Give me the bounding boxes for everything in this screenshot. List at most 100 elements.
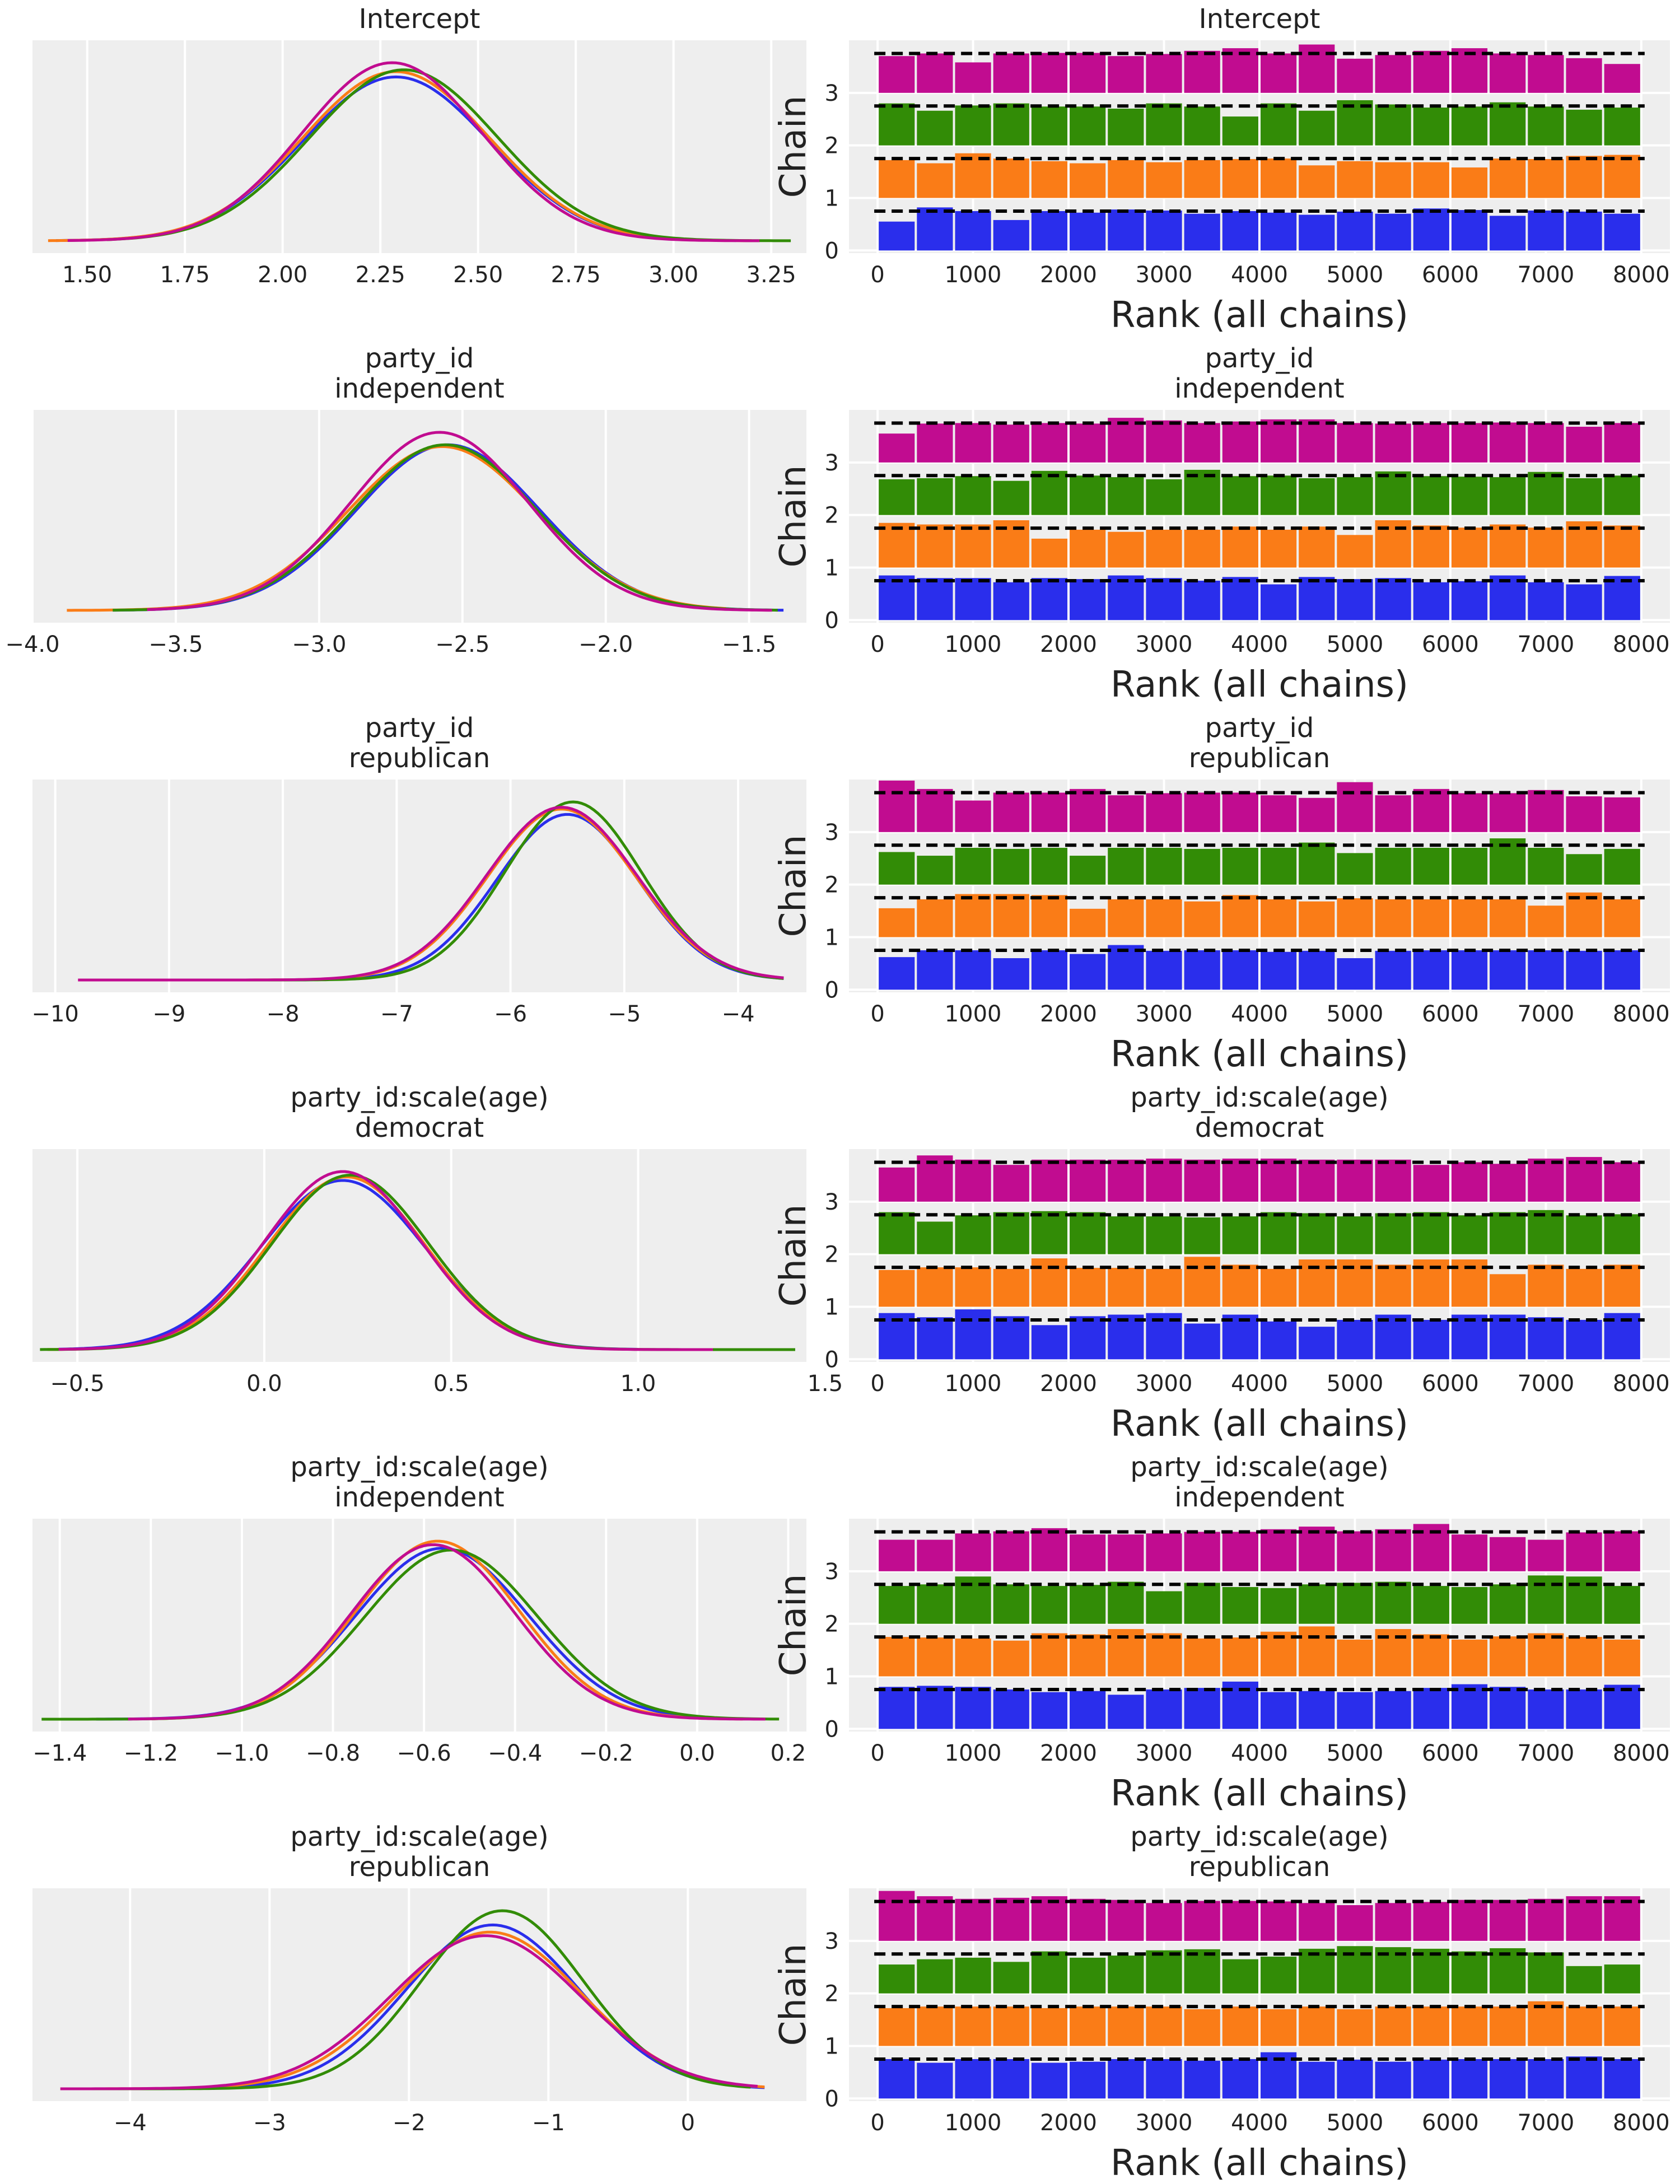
rank-x-axis-label: Rank (all chains) — [1110, 1034, 1408, 1075]
rank-bar-chain-0 — [879, 1687, 915, 1729]
rank-bar-chain-1 — [955, 1267, 991, 1307]
rank-bar-chain-1 — [1528, 1264, 1564, 1307]
kde-x-tick-label: −5 — [608, 1001, 641, 1027]
rank-bar-chain-0 — [1222, 577, 1258, 620]
rank-bar-chain-1 — [1299, 1626, 1335, 1677]
rank-bar-chain-2 — [917, 478, 953, 515]
rank-bar-chain-2 — [993, 103, 1029, 146]
rank-bar-chain-0 — [1375, 2061, 1411, 2099]
rank-bar-chain-2 — [1490, 1584, 1526, 1624]
rank-bar-chain-2 — [955, 847, 991, 885]
rank-bar-chain-0 — [1070, 1316, 1106, 1360]
rank-x-tick-label: 0 — [870, 1001, 884, 1027]
rank-x-tick-label: 4000 — [1231, 2110, 1288, 2136]
rank-bar-chain-3 — [1222, 48, 1258, 93]
rank-bar-chain-0 — [1566, 950, 1602, 990]
kde-x-tick-label: 1.0 — [620, 1371, 656, 1397]
rank-bar-chain-1 — [1337, 1639, 1373, 1677]
rank-bar-chain-1 — [1146, 162, 1182, 198]
rank-bar-chain-3 — [1337, 782, 1373, 832]
rank-bar-chain-3 — [879, 56, 915, 93]
rank-x-tick-label: 1000 — [945, 1001, 1002, 1027]
rank-bar-chain-1 — [1451, 2006, 1488, 2046]
rank-bar-chain-3 — [1108, 1900, 1144, 1941]
rank-bar-chain-2 — [1604, 1964, 1640, 1994]
rank-x-tick-label: 2000 — [1040, 2110, 1097, 2136]
rank-bar-chain-0 — [993, 582, 1029, 620]
kde-x-tick-label: 1.50 — [62, 262, 112, 288]
rank-bar-chain-0 — [1299, 1327, 1335, 1360]
rank-bar-chain-3 — [1451, 1900, 1488, 1941]
rank-title-line: Intercept — [1199, 3, 1320, 35]
rank-x-tick-label: 2000 — [1040, 1371, 1097, 1397]
rank-bar-chain-3 — [1604, 1531, 1640, 1571]
rank-bar-chain-2 — [1604, 108, 1640, 146]
rank-bar-chain-0 — [993, 1689, 1029, 1729]
rank-bar-chain-3 — [879, 780, 915, 832]
rank-x-tick-label: 0 — [870, 1371, 884, 1397]
rank-bar-chain-3 — [1222, 1901, 1258, 1941]
rank-bar-chain-0 — [917, 207, 953, 251]
rank-bar-chain-3 — [1261, 1901, 1297, 1941]
rank-bar-chain-0 — [1299, 214, 1335, 251]
rank-bar-chain-2 — [1108, 108, 1144, 146]
rank-bar-chain-2 — [1146, 1591, 1182, 1624]
rank-bar-chain-1 — [1108, 1268, 1144, 1307]
rank-x-tick-label: 4000 — [1231, 262, 1288, 288]
rank-bar-chain-3 — [1451, 1534, 1488, 1571]
rank-bar-chain-1 — [993, 1640, 1029, 1677]
rank-bar-chain-1 — [1031, 895, 1068, 937]
rank-x-tick-label: 1000 — [945, 2110, 1002, 2136]
rank-bar-chain-1 — [955, 2006, 991, 2046]
rank-bar-chain-1 — [1490, 524, 1526, 568]
rank-x-tick-label: 2000 — [1040, 632, 1097, 657]
rank-bar-chain-2 — [1184, 1949, 1220, 1994]
rank-bar-chain-2 — [1528, 1575, 1564, 1624]
rank-bar-chain-1 — [1031, 1633, 1068, 1677]
rank-bar-chain-1 — [1261, 899, 1297, 937]
rank-bar-chain-0 — [1451, 1684, 1488, 1729]
rank-bar-chain-3 — [1566, 1532, 1602, 1571]
rank-bar-chain-1 — [879, 160, 915, 198]
rank-bar-chain-2 — [1184, 1583, 1220, 1624]
rank-y-tick-label: 1 — [825, 555, 839, 581]
rank-bar-chain-0 — [1070, 954, 1106, 990]
rank-bar-chain-2 — [993, 1212, 1029, 1254]
rank-bar-chain-0 — [1604, 213, 1640, 251]
rank-title-line: party_id:scale(age) — [1130, 1452, 1388, 1483]
rank-bar-chain-0 — [1031, 578, 1068, 620]
rank-bar-chain-3 — [1375, 423, 1411, 463]
rank-bar-chain-0 — [1070, 579, 1106, 620]
rank-bar-chain-0 — [1490, 575, 1526, 620]
rank-bar-chain-3 — [1451, 48, 1488, 93]
rank-bar-chain-3 — [1031, 53, 1068, 93]
rank-bar-chain-3 — [1566, 58, 1602, 93]
rank-y-tick-label: 3 — [825, 81, 839, 106]
rank-bar-chain-3 — [1337, 58, 1373, 93]
rank-bar-chain-1 — [1261, 2009, 1297, 2046]
kde-x-tick-label: −0.4 — [488, 1740, 542, 1766]
rank-bar-chain-0 — [1222, 1314, 1258, 1360]
rank-bar-chain-1 — [1451, 1639, 1488, 1677]
kde-panel-0: 1.50 1.75 2.00 2.25 2.50 2.75 3.00 3.25 Intercep… — [32, 3, 806, 288]
rank-bar-chain-1 — [1184, 2009, 1220, 2046]
rank-bar-chain-1 — [1604, 525, 1640, 568]
rank-bar-chain-0 — [1108, 945, 1144, 990]
rank-bar-chain-0 — [1261, 1692, 1297, 1729]
rank-bar-chain-2 — [1108, 1956, 1144, 1994]
rank-bar-chain-0 — [1451, 2059, 1488, 2099]
rank-bar-chain-2 — [1261, 475, 1297, 515]
rank-bar-chain-1 — [1451, 899, 1488, 937]
rank-bar-chain-1 — [879, 1637, 915, 1677]
rank-y-tick-label: 3 — [825, 450, 839, 476]
rank-bar-chain-1 — [1070, 908, 1106, 937]
rank-bar-chain-3 — [1299, 44, 1335, 93]
rank-bar-chain-3 — [1413, 423, 1449, 463]
rank-bar-chain-3 — [1566, 1157, 1602, 1202]
rank-bar-chain-1 — [1146, 529, 1182, 568]
rank-bar-chain-1 — [917, 2006, 953, 2046]
rank-bar-chain-2 — [1031, 847, 1068, 885]
rank-title-line: democrat — [1195, 1112, 1324, 1144]
rank-bar-chain-0 — [1261, 1321, 1297, 1360]
rank-bar-chain-2 — [1031, 1951, 1068, 1994]
